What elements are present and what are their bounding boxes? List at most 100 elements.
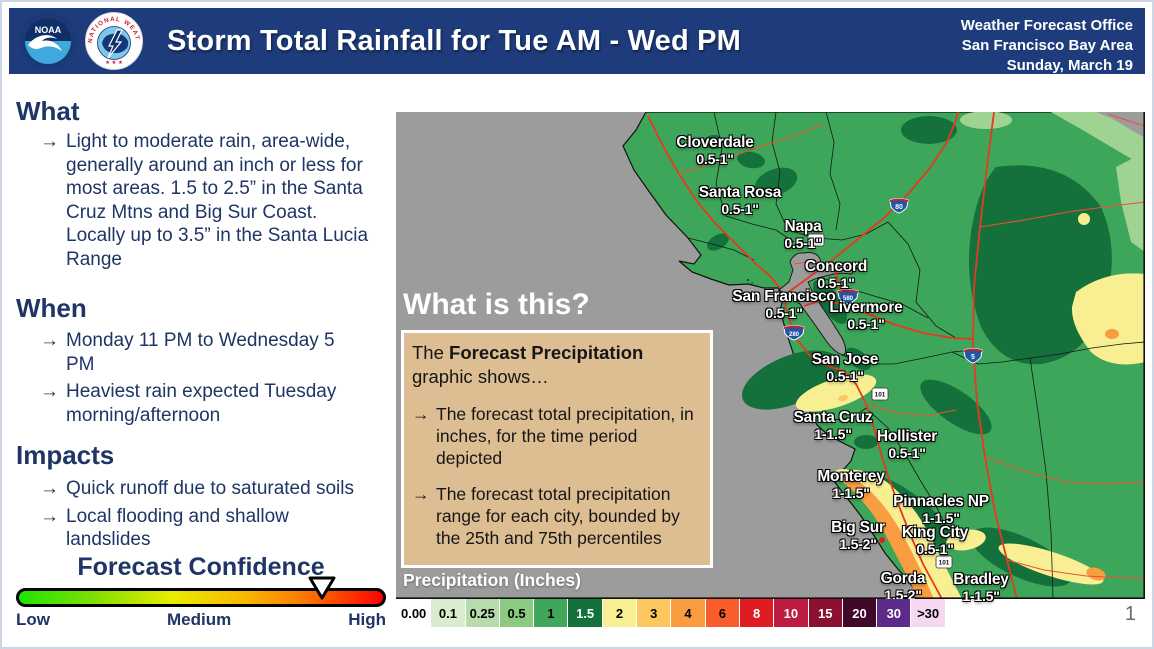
city-value: 0.5-1": [916, 541, 954, 557]
city-name: San Jose: [811, 351, 879, 368]
city-name: Livermore: [829, 299, 903, 316]
city-label-monterey: Monterey 1-1.5": [817, 468, 885, 502]
noaa-logo-icon: NOAA: [19, 12, 77, 70]
legend-title: Precipitation (Inches): [403, 570, 581, 590]
legend-swatch: 3: [637, 599, 672, 627]
svg-text:580: 580: [843, 296, 854, 302]
explainer-intro: The Forecast Precipitation graphic shows…: [412, 341, 700, 389]
interstate-580-shield-icon: 580: [837, 289, 859, 305]
city-name: Hollister: [876, 428, 938, 445]
noaa-logo-text: NOAA: [35, 25, 62, 35]
nws-logo-stars: ★ ★ ★: [105, 59, 123, 66]
city-name: Napa: [784, 218, 822, 235]
bullet-row: → The forecast total precipitation, in i…: [412, 403, 700, 469]
legend-swatch: 0.5: [499, 599, 535, 627]
county-boundaries: [687, 112, 1145, 599]
bullet-text: Heaviest rain expected Tuesday morning/a…: [66, 381, 337, 426]
city-value: 1-1.5": [962, 588, 1000, 604]
what-is-this-heading: What is this?: [403, 288, 590, 321]
svg-text:101: 101: [939, 560, 950, 567]
city-name: Santa Rosa: [698, 184, 782, 201]
legend-swatch: 2: [602, 599, 638, 627]
city-value: 1.5-2": [839, 536, 877, 552]
svg-text:280: 280: [789, 332, 800, 338]
city-label-pinnacles-np: Pinnacles NP 1-1.5": [893, 493, 989, 527]
explainer-box: The Forecast Precipitation graphic shows…: [401, 330, 713, 568]
city-value: 0.5-1": [784, 235, 822, 251]
svg-text:101: 101: [811, 238, 822, 245]
svg-text:80: 80: [895, 204, 903, 211]
office-area: San Francisco Bay Area: [961, 37, 1133, 54]
city-value: 0.5-1": [888, 445, 926, 461]
city-name: Big Sur: [831, 519, 885, 536]
office-block: Weather Forecast Office San Francisco Ba…: [961, 16, 1133, 76]
confidence-medium-label: Medium: [166, 610, 232, 629]
legend-swatch: 1.5: [568, 599, 603, 627]
city-name: Pinnacles NP: [893, 493, 989, 510]
what-bullets: → Light to moderate rain, area-wide, gen…: [40, 130, 374, 275]
city-name: King City: [901, 524, 969, 541]
city-label-hollister: Hollister 0.5-1": [877, 428, 937, 462]
interstate-80-shield-icon: 80: [889, 198, 909, 214]
nws-logo-icon: NATIONAL WEATHER SERVICE ★ ★ ★: [85, 12, 143, 70]
city-name: Santa Cruz: [793, 409, 873, 426]
city-value: 0.5-1": [817, 275, 855, 291]
issue-date: Sunday, March 19: [1006, 57, 1133, 74]
legend-swatch: >30: [911, 599, 946, 627]
city-label-santa-rosa: Santa Rosa 0.5-1": [698, 184, 782, 218]
legend-swatch: 0.1: [431, 599, 466, 627]
legend-swatch: 20: [842, 599, 878, 627]
city-value: 0.5-1": [826, 368, 864, 384]
city-label-king-city: King City 0.5-1": [902, 524, 968, 558]
rainfall-map: 101 101 101 80 5: [396, 112, 1145, 604]
city-value: 1-1.5": [814, 426, 852, 442]
city-value: 0.5-1": [847, 316, 885, 332]
city-name: San Francisco: [732, 288, 836, 305]
intro-prefix: The: [412, 342, 450, 363]
legend-swatch: 30: [877, 599, 912, 627]
bullet-text: Light to moderate rain, area-wide, gener…: [66, 131, 369, 270]
section-heading-what: What: [16, 96, 80, 126]
bullet-row: → The forecast total precipitation range…: [412, 483, 700, 549]
city-name: Bradley: [953, 571, 1009, 588]
bullet-text: The forecast total precipitation range f…: [436, 484, 680, 548]
offshore-island: [751, 282, 753, 284]
interstate-5-shield-icon: 5: [963, 348, 983, 364]
interstate-280-shield-icon: 280: [783, 325, 805, 341]
header-bar: NOAA NATIONAL WEATHER SERVICE ★ ★ ★ Stor…: [9, 8, 1145, 74]
light-green-zones: [960, 112, 1145, 252]
city-name: Cloverdale: [676, 134, 754, 151]
city-label-big-sur: Big Sur 1.5-2": [831, 519, 885, 553]
city-value: 1-1.5": [832, 485, 870, 501]
city-label-livermore: Livermore 0.5-1": [829, 299, 902, 333]
page-number: 1: [1124, 603, 1136, 625]
confidence-high-label: High: [348, 610, 386, 629]
city-value: 0.5-1": [721, 201, 759, 217]
highways: [647, 112, 1145, 599]
bullet-text: Local flooding and shallow landslides: [66, 505, 289, 551]
city-value: 0.5-1": [765, 305, 803, 321]
city-name: Gorda: [880, 570, 926, 587]
city-value: 1-1.5": [922, 510, 960, 526]
bullet-row: → Quick runoff due to saturated soils: [40, 477, 374, 501]
arrow-bullet-icon: →: [40, 131, 59, 152]
map-corner: [1096, 112, 1145, 138]
confidence-low-label: Low: [16, 610, 50, 629]
bullet-row: → Local flooding and shallow landslides: [40, 505, 374, 552]
legend-swatch: 15: [808, 599, 843, 627]
legend-swatch: 1: [534, 599, 569, 627]
city-name: Monterey: [817, 468, 885, 485]
arrow-bullet-icon: →: [40, 478, 59, 499]
arrow-bullet-icon: →: [40, 505, 59, 527]
city-name: Concord: [804, 258, 868, 275]
confidence-marker-icon: [308, 576, 336, 600]
legend-swatch: 0.25: [465, 599, 500, 627]
city-value: 0.5-1": [696, 151, 734, 167]
city-label-bradley: Bradley 1-1.5": [953, 571, 1009, 605]
section-heading-impacts: Impacts: [16, 440, 115, 470]
svg-text:5: 5: [971, 354, 975, 361]
page-title: Storm Total Rainfall for Tue AM - Wed PM: [167, 25, 742, 57]
route-shields: 101 101 101 80 5: [783, 198, 983, 569]
map-border: [396, 112, 1145, 599]
legend-swatch: 6: [705, 599, 740, 627]
